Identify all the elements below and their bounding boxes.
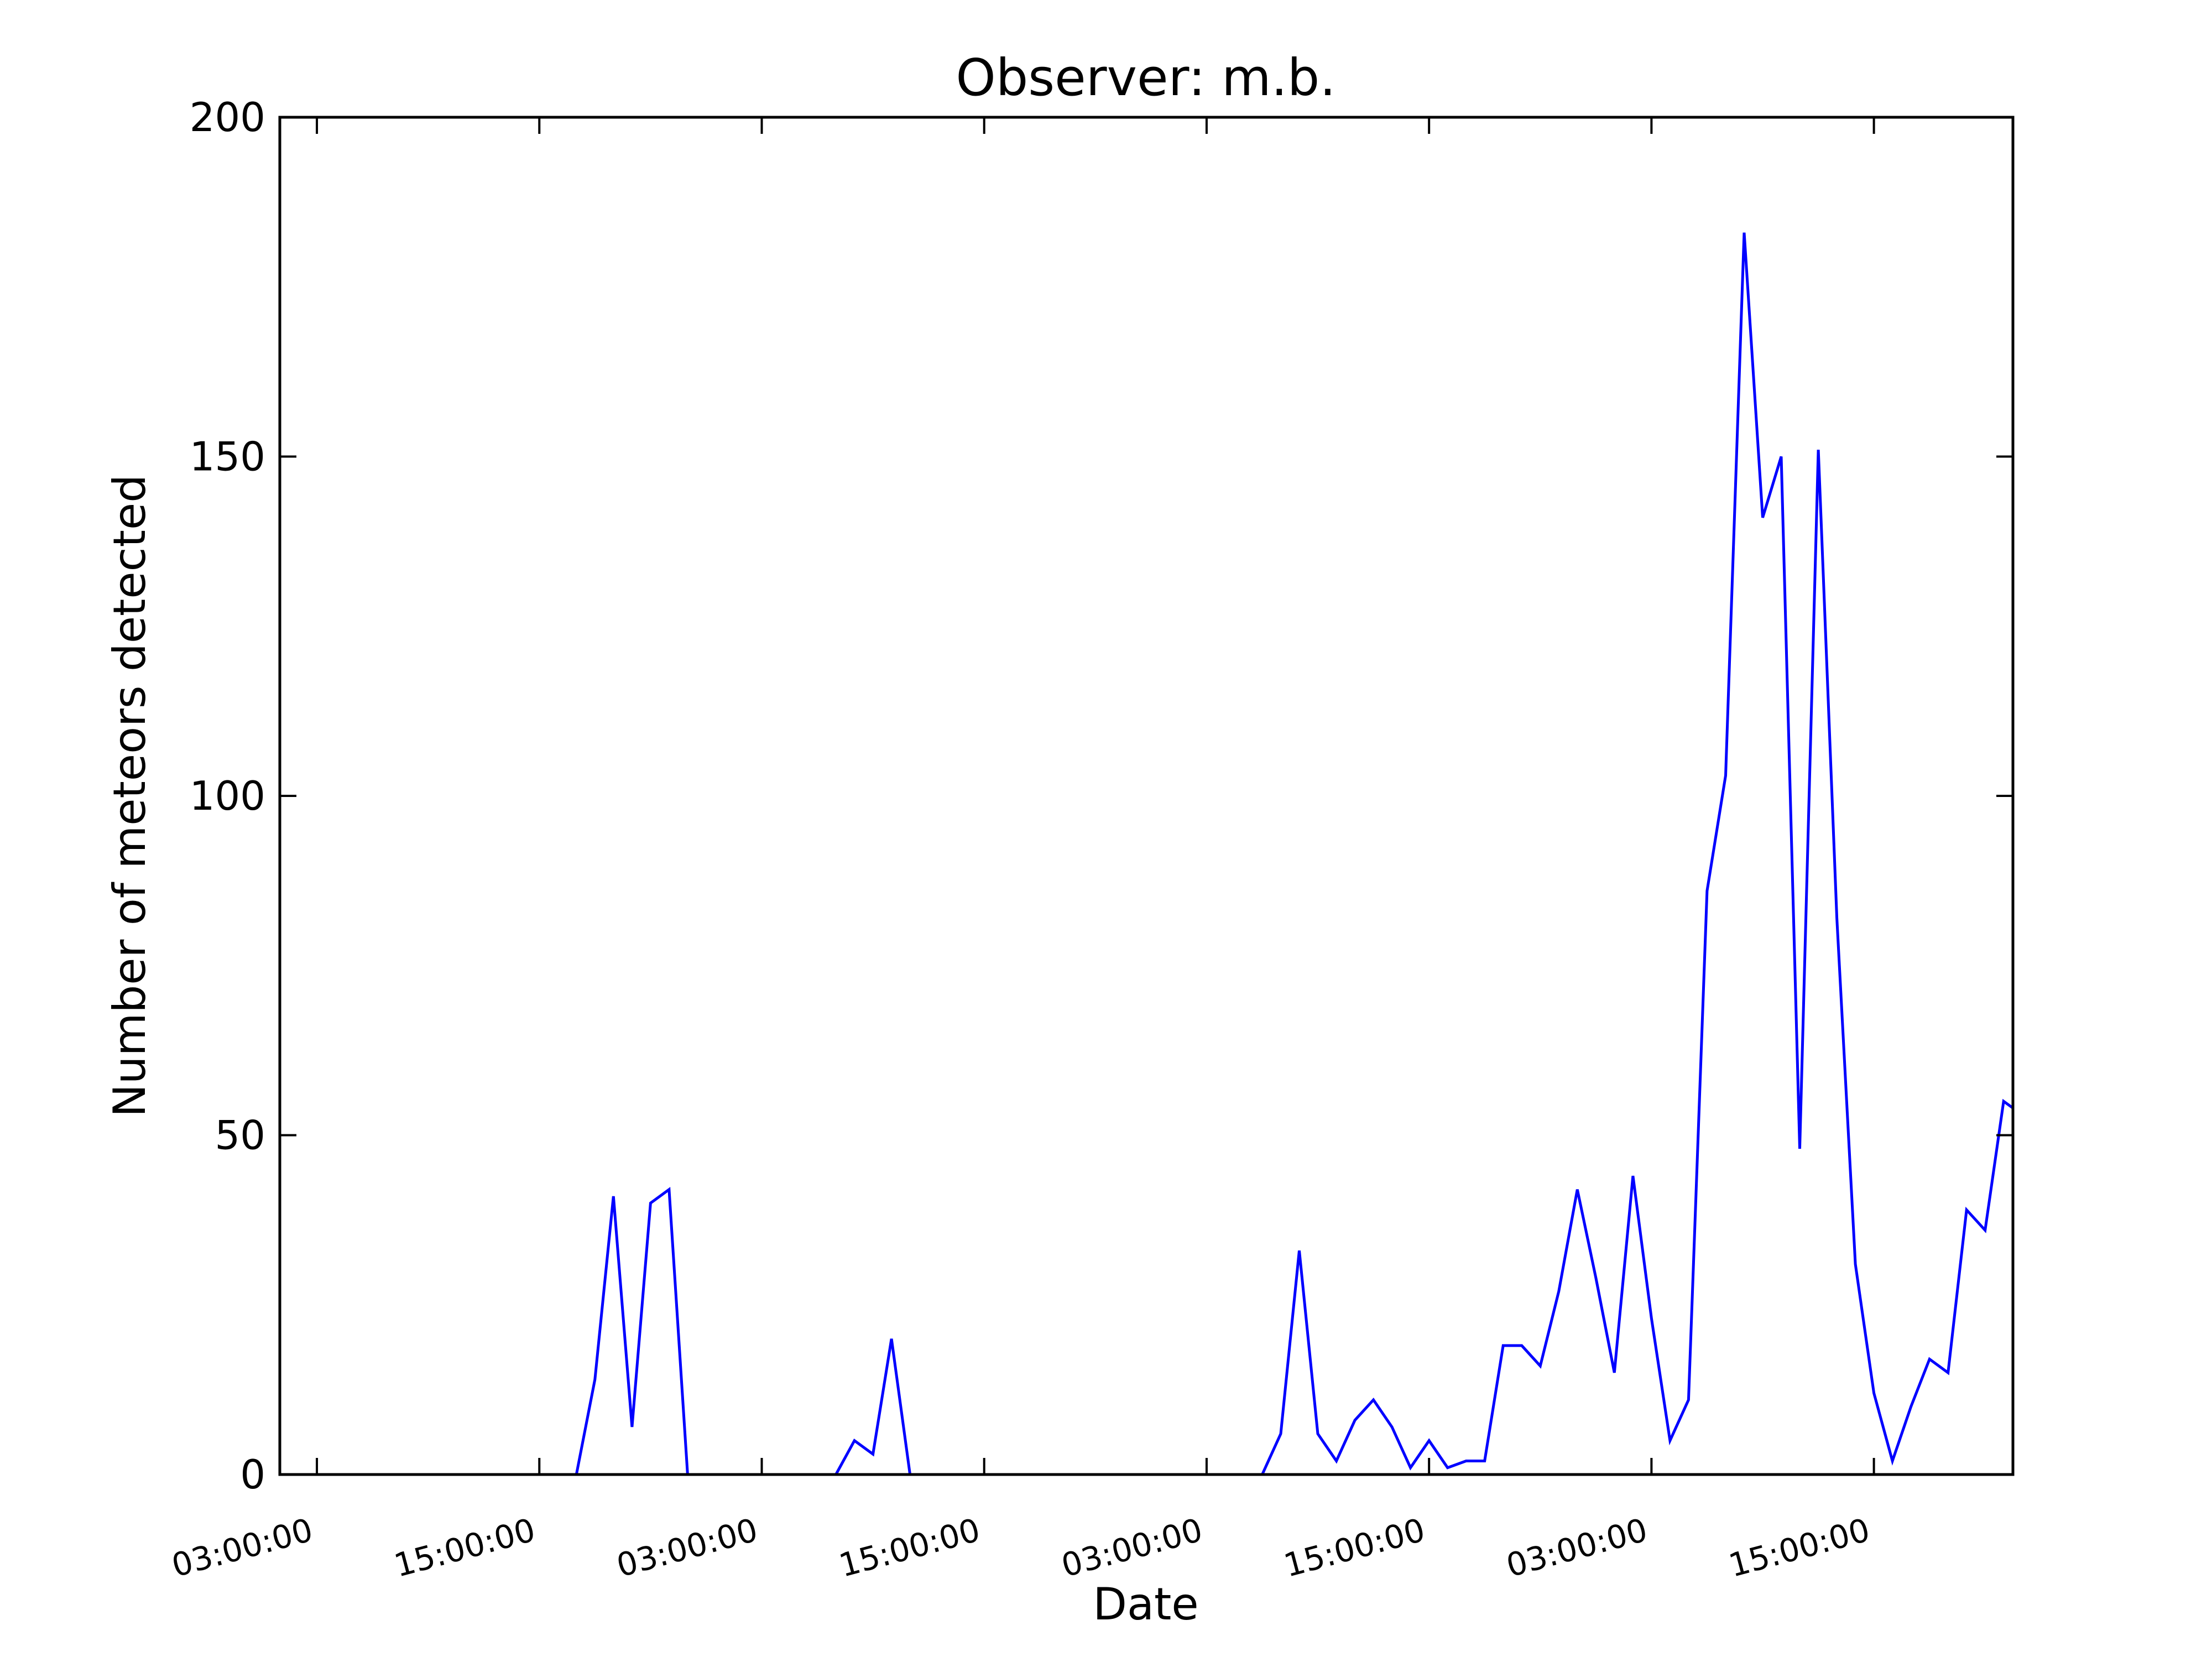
y-tick-label: 150 (190, 434, 265, 480)
x-tick-label: 15:00:00 (1280, 1511, 1429, 1585)
plot-area (280, 232, 2014, 1476)
y-tick-label: 50 (215, 1112, 265, 1159)
x-tick-label: 15:00:00 (390, 1511, 539, 1585)
y-tick-label: 200 (190, 94, 265, 140)
x-tick-label: 03:00:00 (1057, 1511, 1206, 1585)
y-axis: 0 50 100 150 200 (190, 94, 2013, 1498)
y-tick-label: 100 (190, 773, 265, 819)
y-tick-label: 0 (240, 1451, 265, 1498)
x-tick-label: 03:00:00 (1503, 1511, 1651, 1585)
x-axis: 03:00:00 15:00:00 03:00:00 15:00:00 03:00:00… (168, 117, 1875, 1585)
x-tick-label: 15:00:00 (1725, 1511, 1874, 1585)
x-tick-label: 15:00:00 (835, 1511, 984, 1585)
x-axis-label: Date (1093, 1578, 1198, 1630)
chart-title: Observer: m.b. (956, 48, 1335, 107)
y-axis-label: Number of meteors detected (104, 475, 155, 1117)
series-line-0 (280, 232, 2014, 1476)
x-tick-label: 03:00:00 (168, 1511, 316, 1585)
x-tick-label: 03:00:00 (613, 1511, 761, 1585)
plot-frame (278, 116, 2015, 1476)
